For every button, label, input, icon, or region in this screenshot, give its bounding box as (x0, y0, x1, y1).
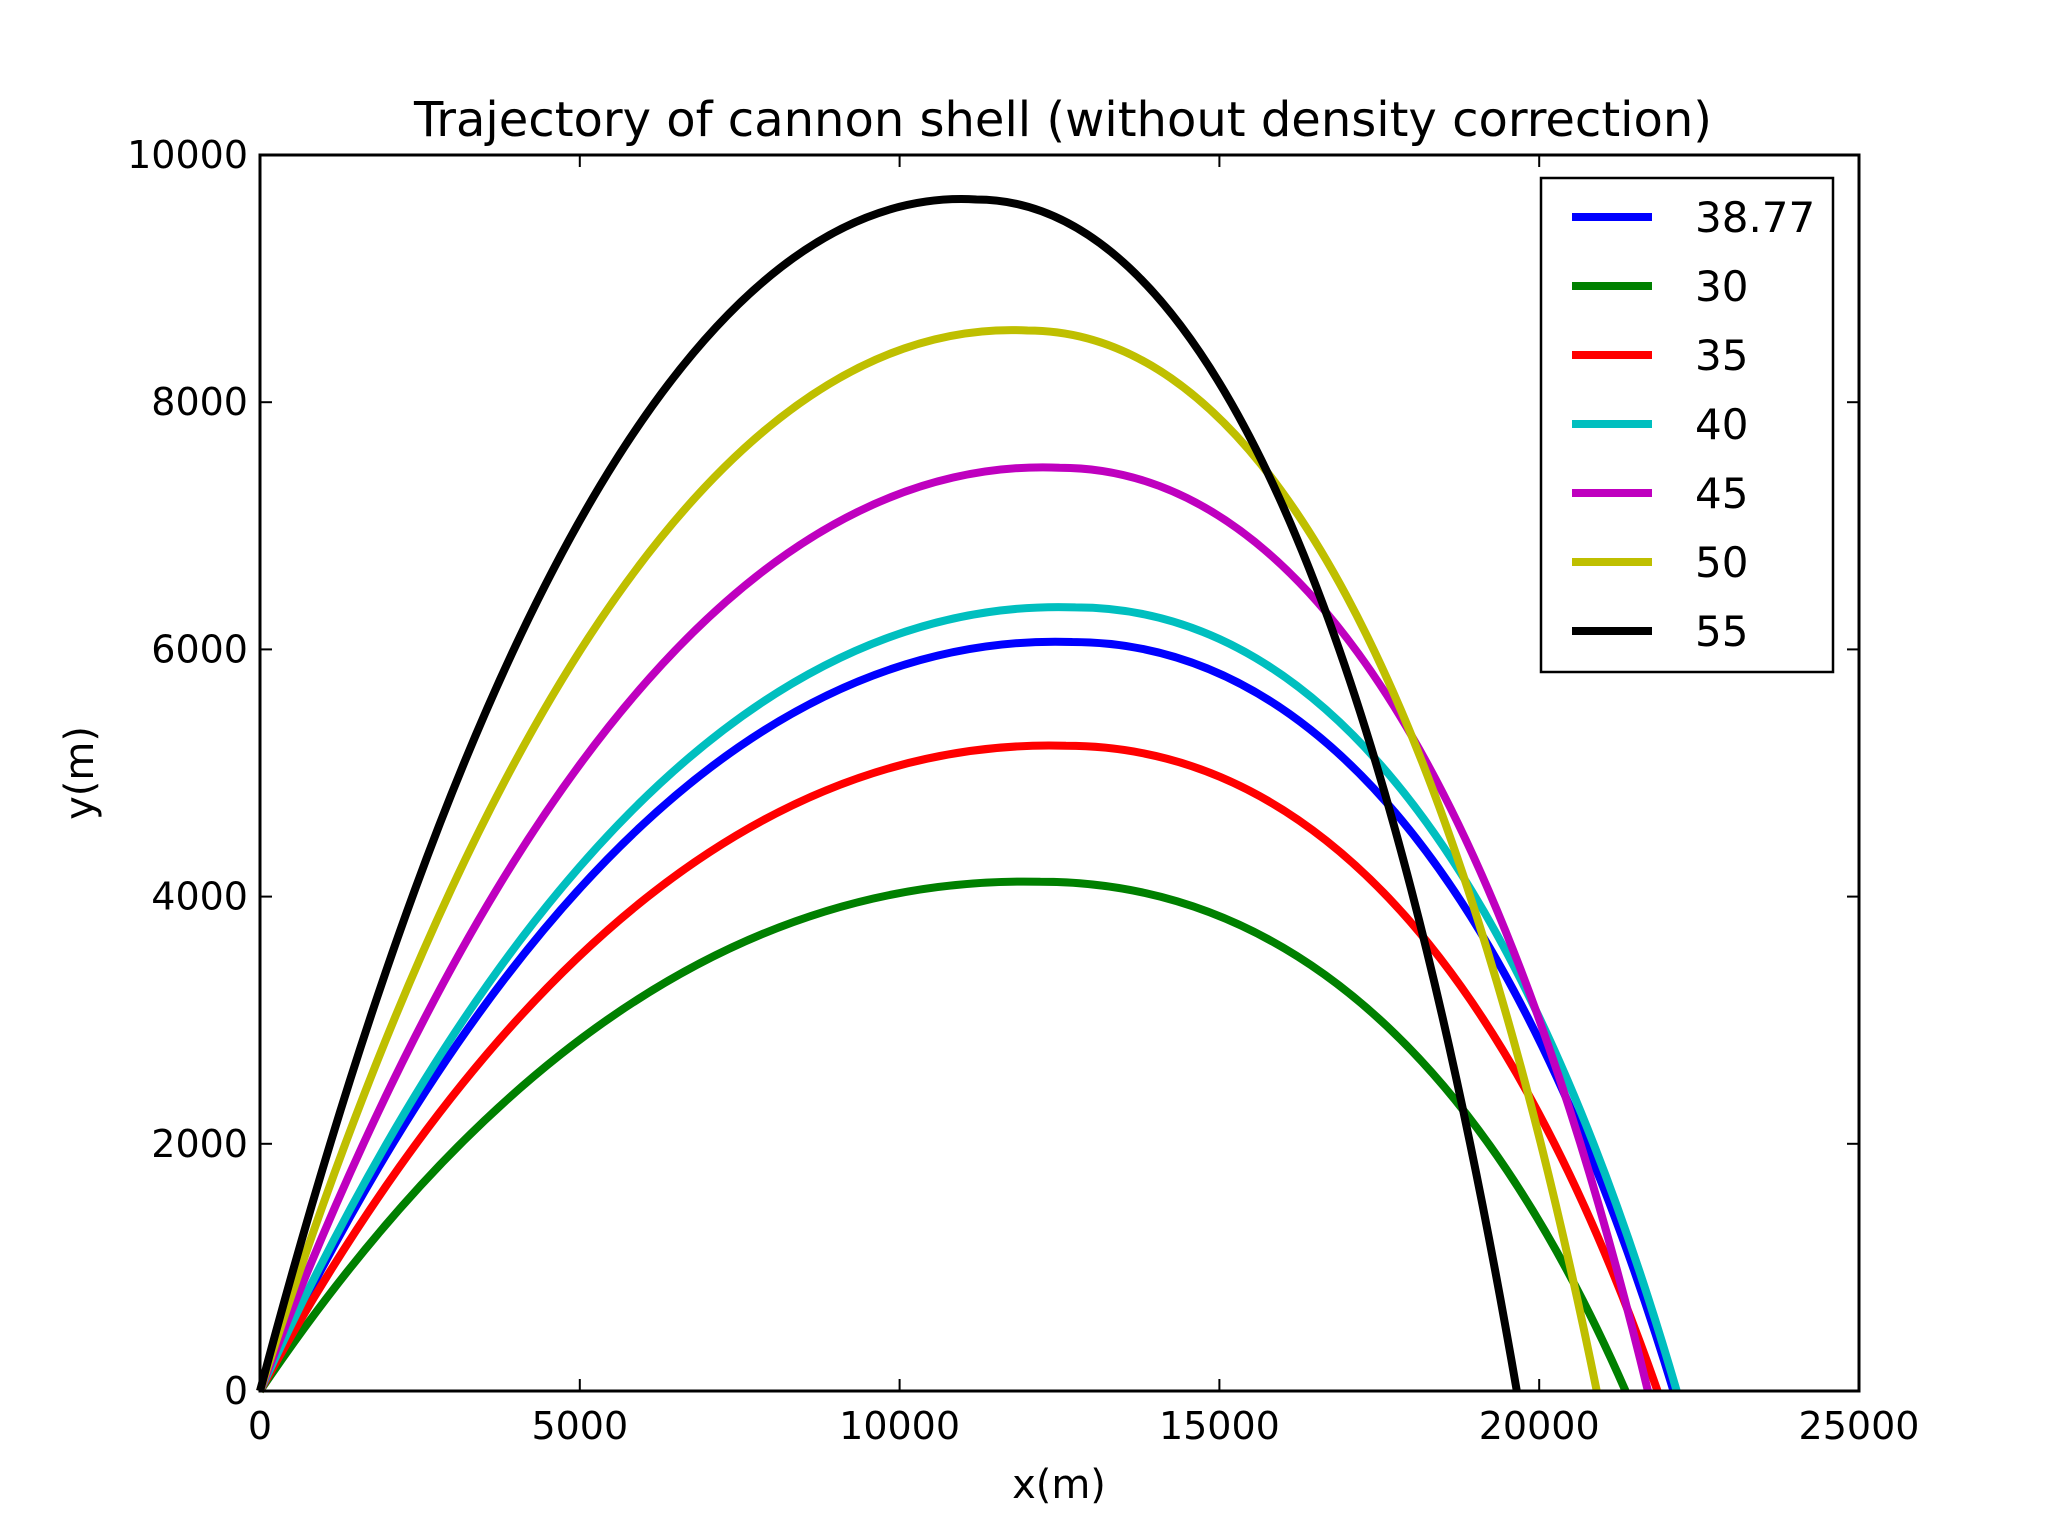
y-tick-label: 10000 (127, 133, 248, 177)
series-line-40 (256, 603, 1681, 1393)
x-tick-label: 20000 (1479, 1404, 1600, 1448)
y-axis-label: y(m) (57, 726, 103, 820)
series-line-55 (256, 195, 1521, 1393)
legend-label-38-77: 38.77 (1695, 193, 1815, 242)
legend-label-35: 35 (1695, 331, 1748, 380)
chart-title: Trajectory of cannon shell (without dens… (413, 92, 1712, 148)
x-tick-label: 10000 (839, 1404, 960, 1448)
legend-label-45: 45 (1695, 469, 1748, 518)
y-tick-label: 6000 (151, 627, 248, 671)
series-line-38-77 (256, 637, 1678, 1393)
series-line-35 (256, 741, 1662, 1393)
series-line-30 (256, 877, 1630, 1394)
x-tick-label: 5000 (531, 1404, 628, 1448)
y-tick-label: 4000 (151, 875, 248, 919)
plot-frame (258, 153, 1861, 1393)
legend-label-55: 55 (1695, 607, 1748, 656)
y-tick-label: 2000 (151, 1122, 248, 1166)
y-tick-label: 0 (224, 1369, 248, 1413)
plot-lines (256, 195, 1681, 1394)
x-tick-label: 0 (248, 1404, 272, 1448)
x-tick-label: 25000 (1799, 1404, 1920, 1448)
y-tick-label: 8000 (151, 380, 248, 424)
axis-ticks: 0 5000 10000 15000 20000 25000 0 2000 4000 6000 80… (127, 133, 1919, 1448)
series-line-45 (256, 463, 1652, 1393)
series-line-50 (256, 326, 1601, 1393)
legend-label-30: 30 (1695, 262, 1748, 311)
x-axis-label: x(m) (1012, 1462, 1106, 1508)
x-tick-label: 15000 (1159, 1404, 1280, 1448)
legend-label-50: 50 (1695, 538, 1748, 587)
legend-label-40: 40 (1695, 400, 1748, 449)
legend: 38.77 30 35 40 45 50 55 (1539, 176, 1835, 674)
